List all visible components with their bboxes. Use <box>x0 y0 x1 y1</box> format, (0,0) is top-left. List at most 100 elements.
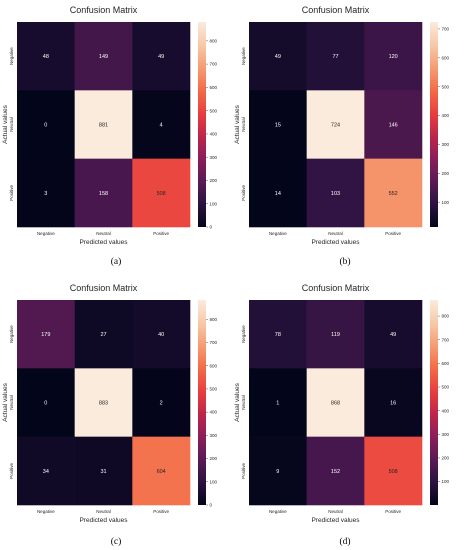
cell-value-label: 0 <box>44 401 47 407</box>
colorbar-tick-label: 100 <box>442 479 450 484</box>
cell-value-label: 152 <box>331 469 340 475</box>
colorbar <box>198 300 206 505</box>
cell-value-label: 119 <box>331 332 340 338</box>
cell-value-label: 868 <box>331 401 340 407</box>
x-tick-label: Negative <box>37 231 55 236</box>
cell-value-label: 9 <box>276 469 279 475</box>
panel-caption: (b) <box>339 256 350 267</box>
heatmap-cell <box>74 22 133 91</box>
colorbar-tick-label: 600 <box>210 85 218 90</box>
x-tick-label: Neutral <box>96 231 111 236</box>
cell-value-label: 508 <box>389 469 398 475</box>
heatmap-cell <box>132 368 191 437</box>
cell-value-label: 120 <box>389 54 398 60</box>
cell-value-label: 16 <box>390 401 396 407</box>
colorbar-tick-label: 400 <box>210 132 218 137</box>
colorbar-tick-label: 300 <box>210 155 218 160</box>
colorbar-tick-label: 200 <box>442 171 450 176</box>
colorbar-tick-label: 700 <box>210 62 218 67</box>
colorbar-tick-label: 800 <box>210 38 218 43</box>
colorbar-tick-label: 100 <box>210 479 218 484</box>
y-tick-label: Neutral <box>241 395 246 410</box>
y-tick-label: Negative <box>241 325 246 343</box>
heatmap-cell <box>132 436 191 506</box>
colorbar-tick-label: 500 <box>210 387 218 392</box>
cell-value-label: 15 <box>275 123 281 129</box>
heatmap-cell <box>132 90 191 159</box>
colorbar-tick-label: 0 <box>210 503 213 508</box>
panel-caption: (d) <box>339 536 350 547</box>
x-tick-label: Positive <box>153 509 169 514</box>
heatmap-cell <box>17 158 75 228</box>
cell-value-label: 552 <box>389 191 398 197</box>
colorbar-tick-label: 300 <box>442 142 450 147</box>
y-tick-label: Negative <box>241 47 246 65</box>
cell-value-label: 49 <box>390 332 396 338</box>
chart-title: Confusion Matrix <box>70 283 138 293</box>
cell-value-label: 40 <box>158 332 164 338</box>
cell-value-label: 508 <box>157 191 166 197</box>
colorbar-tick-label: 400 <box>210 410 218 415</box>
colorbar-tick-label: 100 <box>210 201 218 206</box>
confusion-matrix-panel: Confusion Matrix 48 149 49 0 881 4 3 158 508 Negat… <box>2 5 218 246</box>
panel-caption: (c) <box>111 536 122 547</box>
cell-value-label: 78 <box>275 332 281 338</box>
colorbar-tick-label: 600 <box>442 55 450 60</box>
cell-value-label: 883 <box>99 401 108 407</box>
y-axis-label: Actual values <box>234 104 241 143</box>
heatmap-cell <box>17 90 75 159</box>
cell-value-label: 2 <box>160 401 163 407</box>
heatmap-cell <box>17 22 75 91</box>
confusion-matrix-panel: Confusion Matrix 49 77 120 15 724 146 14 103 552 N… <box>234 5 450 246</box>
confusion-matrix-panel: Confusion Matrix 78 119 49 1 868 16 9 152 508 Nega… <box>234 283 450 524</box>
heatmap-cell <box>17 368 75 437</box>
heatmap-cell <box>364 90 423 159</box>
colorbar <box>430 22 438 227</box>
cell-value-label: 14 <box>275 191 281 197</box>
cell-value-label: 881 <box>99 123 108 129</box>
cell-value-label: 34 <box>43 469 49 475</box>
cell-value-label: 3 <box>44 191 47 197</box>
cell-value-label: 604 <box>157 469 166 475</box>
colorbar-tick-label: 600 <box>442 361 450 366</box>
panel-caption: (a) <box>111 256 122 267</box>
heatmap-cell <box>306 300 365 369</box>
y-tick-label: Positive <box>9 184 14 200</box>
colorbar-tick-label: 500 <box>442 84 450 89</box>
colorbar-tick-label: 400 <box>442 113 450 118</box>
x-axis-label: Predicted values <box>311 239 360 246</box>
x-tick-label: Neutral <box>328 509 343 514</box>
colorbar-tick-label: 700 <box>442 27 450 32</box>
colorbar-tick-label: 300 <box>210 433 218 438</box>
x-tick-label: Positive <box>385 231 401 236</box>
heatmap-cell <box>74 90 133 159</box>
colorbar-tick-label: 200 <box>210 178 218 183</box>
cell-value-label: 48 <box>43 54 49 60</box>
cell-value-label: 724 <box>331 123 340 129</box>
x-tick-label: Negative <box>37 509 55 514</box>
y-axis-label: Actual values <box>2 104 9 143</box>
heatmap-cell <box>17 436 75 506</box>
colorbar-tick-label: 500 <box>442 385 450 390</box>
y-tick-label: Positive <box>9 462 14 478</box>
colorbar-tick-label: 500 <box>210 108 218 113</box>
heatmap-cell <box>74 300 133 369</box>
y-tick-label: Negative <box>9 47 14 65</box>
colorbar-tick-label: 800 <box>442 314 450 319</box>
x-tick-label: Neutral <box>328 231 343 236</box>
heatmap-cell <box>74 436 133 506</box>
y-tick-label: Negative <box>9 325 14 343</box>
y-tick-label: Neutral <box>9 117 14 132</box>
heatmap-cell <box>364 22 423 91</box>
cell-value-label: 4 <box>160 123 163 129</box>
heatmap-cell <box>306 436 365 506</box>
heatmap-cell <box>306 22 365 91</box>
heatmap-cell <box>132 22 191 91</box>
cell-value-label: 27 <box>100 332 106 338</box>
cell-value-label: 103 <box>331 191 340 197</box>
colorbar-tick-label: 700 <box>210 340 218 345</box>
heatmap-cell <box>74 158 133 228</box>
heatmap-cell <box>249 368 307 437</box>
y-axis-label: Actual values <box>234 382 241 421</box>
